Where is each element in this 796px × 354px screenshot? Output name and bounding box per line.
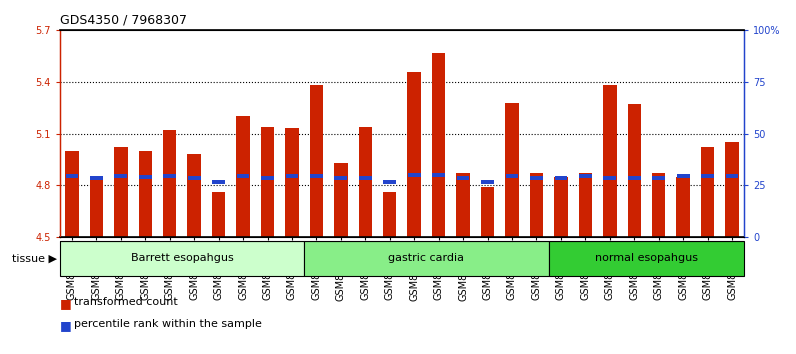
Bar bbox=[701, 174, 714, 178]
Bar bbox=[310, 174, 323, 178]
Bar bbox=[236, 116, 250, 237]
Bar bbox=[236, 174, 249, 178]
Bar bbox=[548, 241, 744, 276]
Bar bbox=[457, 176, 470, 179]
Bar bbox=[432, 173, 445, 177]
Bar bbox=[65, 174, 78, 178]
Bar bbox=[90, 176, 103, 179]
Bar bbox=[677, 174, 689, 178]
Bar bbox=[456, 173, 470, 237]
Bar bbox=[304, 241, 548, 276]
Bar bbox=[334, 176, 347, 179]
Bar bbox=[554, 177, 568, 237]
Bar bbox=[481, 187, 494, 237]
Bar bbox=[310, 85, 323, 237]
Bar bbox=[139, 151, 152, 237]
Bar bbox=[359, 176, 372, 179]
Bar bbox=[700, 147, 714, 237]
Bar bbox=[408, 72, 421, 237]
Bar bbox=[555, 176, 568, 179]
Text: normal esopahgus: normal esopahgus bbox=[595, 253, 698, 263]
Bar bbox=[652, 176, 665, 179]
Bar bbox=[187, 154, 201, 237]
Bar bbox=[163, 174, 176, 178]
Text: ■: ■ bbox=[60, 319, 72, 332]
Text: percentile rank within the sample: percentile rank within the sample bbox=[74, 319, 262, 329]
Bar bbox=[726, 174, 739, 178]
Bar bbox=[481, 180, 494, 184]
Bar bbox=[725, 142, 739, 237]
Text: GDS4350 / 7968307: GDS4350 / 7968307 bbox=[60, 13, 187, 27]
Bar bbox=[579, 173, 592, 237]
Bar bbox=[384, 180, 396, 184]
Bar bbox=[628, 176, 641, 179]
Bar bbox=[212, 192, 225, 237]
Bar bbox=[408, 173, 420, 177]
Bar bbox=[261, 127, 275, 237]
Bar bbox=[60, 241, 304, 276]
Bar bbox=[114, 147, 127, 237]
Bar bbox=[213, 180, 225, 184]
Bar bbox=[579, 174, 591, 178]
Bar bbox=[505, 103, 519, 237]
Bar bbox=[286, 174, 298, 178]
Bar bbox=[603, 176, 616, 179]
Bar bbox=[65, 151, 79, 237]
Text: ■: ■ bbox=[60, 297, 72, 310]
Bar bbox=[505, 174, 518, 178]
Bar bbox=[139, 175, 152, 179]
Bar bbox=[115, 174, 127, 178]
Bar bbox=[90, 177, 103, 237]
Text: tissue ▶: tissue ▶ bbox=[12, 253, 57, 263]
Bar bbox=[261, 176, 274, 179]
Bar bbox=[627, 104, 641, 237]
Text: Barrett esopahgus: Barrett esopahgus bbox=[131, 253, 233, 263]
Bar bbox=[285, 129, 298, 237]
Bar bbox=[603, 85, 617, 237]
Text: gastric cardia: gastric cardia bbox=[388, 253, 464, 263]
Text: transformed count: transformed count bbox=[74, 297, 178, 307]
Bar bbox=[677, 177, 690, 237]
Bar bbox=[432, 52, 446, 237]
Bar bbox=[383, 192, 396, 237]
Bar bbox=[652, 173, 665, 237]
Bar bbox=[188, 176, 201, 179]
Bar bbox=[530, 176, 543, 179]
Bar bbox=[334, 163, 348, 237]
Bar bbox=[163, 130, 177, 237]
Bar bbox=[529, 173, 543, 237]
Bar bbox=[358, 127, 372, 237]
